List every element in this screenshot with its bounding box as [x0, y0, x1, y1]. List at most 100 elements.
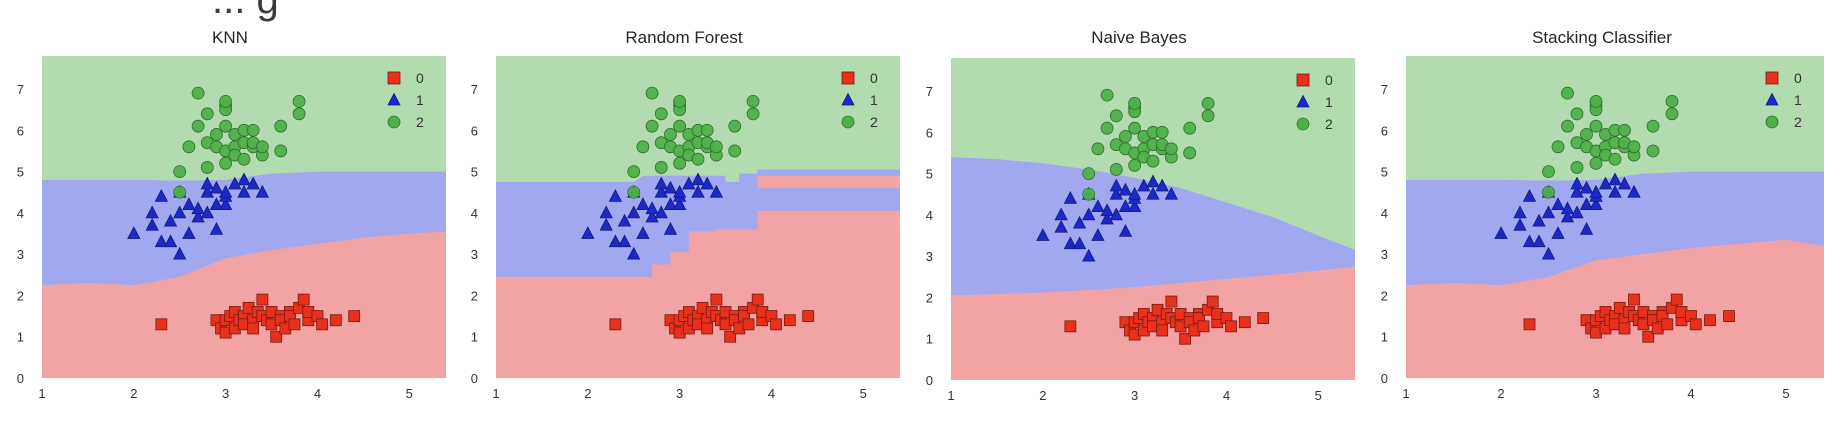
point-class-0: [1257, 312, 1270, 324]
point-class-2: [274, 144, 288, 158]
point-class-1: [209, 222, 224, 235]
point-class-1: [1627, 184, 1641, 198]
point-class-2: [1128, 158, 1142, 172]
point-class-2: [219, 95, 233, 108]
point-class-2: [1627, 140, 1641, 154]
y-tick-label: 1: [926, 332, 933, 347]
point-class-2: [700, 123, 714, 137]
x-tick-label: 4: [1223, 388, 1230, 403]
point-class-1: [1513, 217, 1527, 231]
legend-label: 1: [416, 92, 424, 108]
point-class-2: [673, 119, 687, 133]
point-class-0: [710, 293, 723, 306]
point-class-1: [154, 188, 169, 202]
y-tick-label: 5: [471, 165, 478, 180]
point-class-2: [1091, 142, 1105, 156]
point-class-1: [1127, 199, 1142, 213]
point-class-2: [673, 156, 687, 170]
y-tick-label: 7: [17, 82, 24, 97]
point-class-2: [1608, 152, 1622, 166]
point-class-2: [292, 107, 306, 121]
x-tick-label: 4: [314, 386, 321, 401]
point-class-2: [746, 107, 760, 121]
legend-label: 1: [1794, 92, 1802, 108]
point-class-1: [608, 188, 623, 202]
legend-label: 2: [1325, 116, 1333, 132]
point-class-1: [1494, 226, 1508, 239]
point-class-1: [1522, 188, 1537, 202]
point-class-1: [1109, 186, 1123, 200]
point-class-1: [1589, 197, 1603, 211]
point-class-2: [728, 119, 742, 133]
point-class-2: [200, 107, 214, 121]
point-class-1: [1541, 205, 1556, 219]
point-class-2: [1183, 146, 1197, 160]
point-class-2: [200, 161, 214, 174]
point-class-1: [1127, 186, 1142, 200]
point-class-0: [1704, 314, 1716, 327]
x-tick-label: 4: [1687, 386, 1694, 401]
point-class-2: [691, 152, 705, 166]
point-class-1: [645, 209, 659, 223]
point-class-1: [1054, 219, 1068, 233]
point-class-1: [608, 234, 623, 248]
point-class-1: [1072, 236, 1087, 250]
legend-label: 0: [1794, 70, 1802, 86]
point-class-2: [237, 152, 251, 166]
point-class-1: [1532, 234, 1546, 248]
point-class-1: [1054, 207, 1068, 221]
point-class-1: [163, 213, 178, 227]
region-class-0-band: [757, 175, 900, 189]
y-tick-label: 5: [17, 165, 24, 180]
point-class-1: [145, 205, 159, 219]
legend-marker-1: [841, 92, 855, 106]
point-class-2: [654, 161, 668, 174]
y-tick-label: 4: [1381, 206, 1388, 221]
point-class-2: [1646, 144, 1660, 158]
point-class-1: [209, 197, 224, 211]
point-class-1: [663, 197, 678, 211]
point-class-1: [672, 197, 687, 211]
point-class-2: [1542, 185, 1555, 199]
point-class-1: [700, 176, 714, 190]
point-class-2: [664, 128, 677, 141]
chart-title: Naive Bayes: [1091, 28, 1187, 47]
point-class-1: [1082, 207, 1096, 221]
point-class-1: [1560, 201, 1575, 215]
point-class-1: [218, 197, 233, 211]
y-tick-label: 5: [1381, 165, 1388, 180]
point-class-1: [1091, 199, 1105, 213]
y-tick-label: 6: [926, 125, 933, 140]
point-class-1: [1579, 180, 1594, 194]
point-class-0: [1225, 320, 1237, 333]
point-class-2: [1542, 165, 1555, 178]
point-class-2: [1164, 142, 1178, 156]
legend-marker-1: [387, 92, 401, 106]
y-tick-label: 0: [926, 373, 933, 388]
point-class-1: [1551, 226, 1565, 239]
x-tick-label: 1: [947, 388, 954, 403]
point-class-2: [1561, 119, 1574, 133]
y-tick-label: 1: [471, 330, 478, 345]
point-class-2: [173, 165, 187, 178]
point-class-1: [1560, 209, 1575, 223]
point-class-2: [1146, 154, 1160, 168]
x-tick-label: 2: [1497, 386, 1504, 401]
legend-marker-1: [1765, 92, 1779, 106]
point-class-1: [617, 213, 632, 227]
point-class-1: [636, 197, 650, 211]
point-class-0: [288, 318, 301, 331]
point-class-2: [1201, 97, 1215, 110]
point-class-1: [237, 172, 251, 186]
point-class-1: [1608, 172, 1622, 186]
point-class-2: [1128, 97, 1142, 110]
point-class-0: [155, 318, 168, 331]
y-tick-label: 7: [926, 84, 933, 99]
point-class-1: [1570, 184, 1584, 198]
point-class-2: [1082, 167, 1096, 180]
point-class-1: [163, 234, 178, 248]
x-tick-label: 3: [1592, 386, 1599, 401]
x-tick-label: 5: [406, 386, 413, 401]
point-class-1: [209, 180, 224, 194]
legend-label: 2: [416, 114, 424, 130]
